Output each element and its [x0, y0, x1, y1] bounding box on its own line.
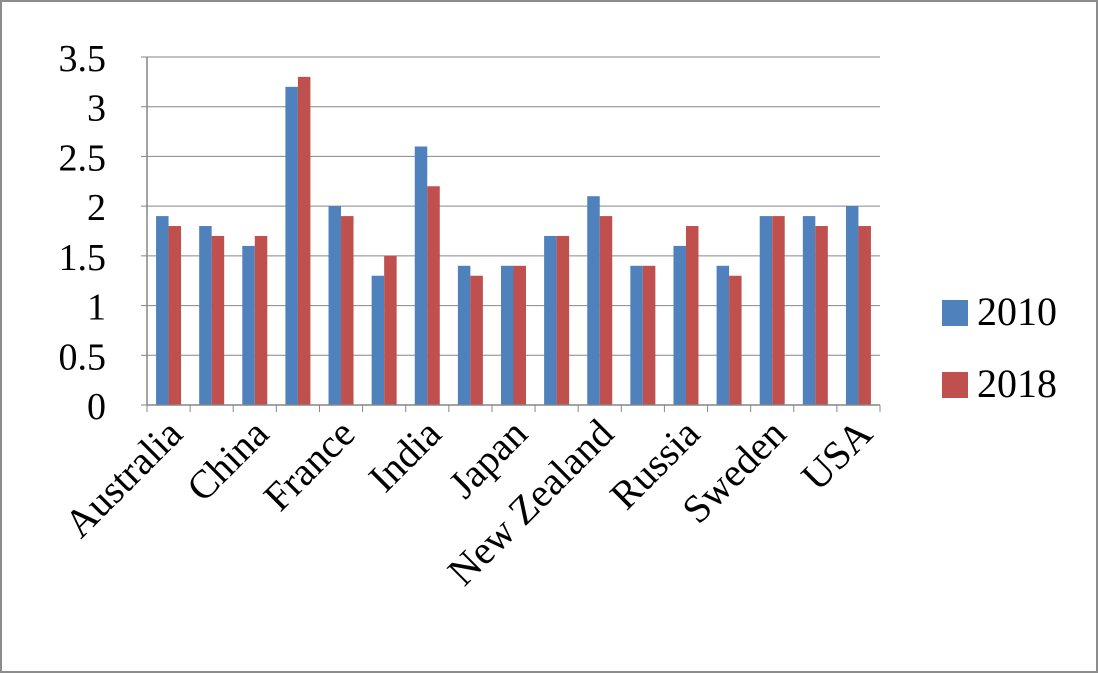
bar-2018-sweden — [772, 216, 785, 405]
bar-2010-japan — [501, 265, 514, 405]
x-tick-label: France — [255, 411, 364, 520]
bar-2010-mexico — [544, 235, 557, 405]
bar-2010-canada — [199, 226, 212, 405]
y-tick-label: 2 — [87, 187, 106, 229]
bar-2010-uk — [802, 216, 816, 405]
bar-2018-russia — [685, 226, 699, 405]
x-tick-label: USA — [792, 410, 880, 498]
bar-2018-spain — [729, 275, 742, 405]
bar-2018-new-zealand — [599, 216, 613, 405]
y-tick-label: 1.5 — [59, 237, 107, 279]
bar-2018-usa — [858, 226, 871, 405]
bar-2010-spain — [716, 265, 730, 405]
bar-2018-mexico — [556, 235, 570, 405]
x-tick-label: Australia — [55, 410, 191, 546]
bar-2018-china — [254, 235, 268, 405]
bar-2010-germany — [371, 275, 385, 405]
axes — [141, 56, 881, 412]
bar-2018-italy — [470, 275, 483, 405]
bar-2010-india — [414, 146, 428, 405]
bar-2018-uk — [815, 226, 828, 405]
x-tick-label: India — [360, 410, 450, 500]
bar-2018-canada — [211, 235, 225, 405]
bar-2018-germany — [384, 255, 397, 405]
bar-2010-russia — [673, 245, 686, 405]
bar-2010-france — [328, 206, 342, 405]
bar-2018-australia — [168, 226, 182, 405]
y-tick-label: 3 — [87, 88, 106, 130]
bar-2018-japan — [513, 265, 526, 405]
bar-2010-new-zealand — [587, 196, 600, 405]
bar-2010-china — [242, 245, 255, 405]
bar-2010-sweden — [759, 216, 773, 405]
bar-2010-denmark — [285, 86, 298, 405]
legend-label-2010: 2010 — [977, 289, 1057, 334]
legend-swatch-2018 — [942, 372, 968, 398]
bar-2018-france — [341, 216, 354, 405]
bar-2010-australia — [156, 216, 169, 405]
legend: 2010 2018 — [942, 289, 1057, 406]
y-tick-label: 1 — [87, 287, 106, 329]
y-tick-labels: 0 0.5 1 1.5 2 2.5 3 3.5 — [59, 38, 107, 428]
y-tick-label: 0.5 — [59, 336, 107, 378]
bar-2010-italy — [457, 265, 471, 405]
legend-swatch-2010 — [942, 300, 968, 326]
bar-2010-usa — [845, 206, 859, 405]
bars — [156, 76, 871, 405]
bar-2010-norway — [630, 265, 643, 405]
gridlines — [147, 56, 880, 356]
y-tick-label: 0 — [87, 386, 106, 428]
bar-2018-denmark — [297, 76, 311, 405]
legend-label-2018: 2018 — [977, 361, 1057, 406]
y-tick-label: 3.5 — [59, 38, 107, 80]
bar-2018-india — [427, 186, 440, 405]
bar-2018-norway — [642, 265, 656, 405]
y-tick-label: 2.5 — [59, 137, 107, 179]
